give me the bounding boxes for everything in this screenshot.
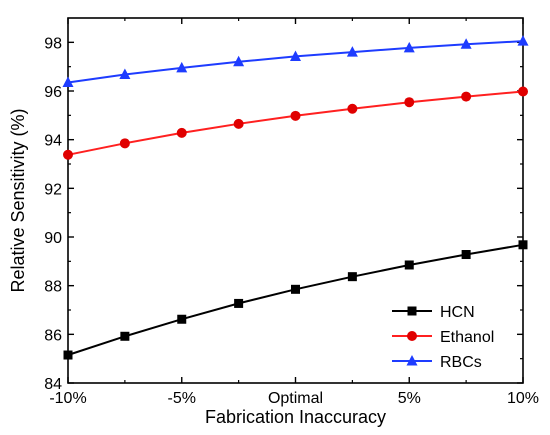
x-axis-title: Fabrication Inaccuracy [205, 407, 386, 427]
y-tick-label: 96 [44, 84, 62, 101]
hcn-point [461, 250, 471, 260]
hcn-point [518, 240, 528, 250]
hcn-point [291, 284, 300, 294]
legend-item-ethanol: Ethanol [392, 329, 494, 346]
hcn-point [120, 331, 130, 341]
ethanol-line [67, 90, 524, 156]
ethanol-point [404, 97, 415, 108]
hcn-point [177, 314, 187, 324]
y-tick-label: 90 [44, 230, 62, 247]
ethanol-point [290, 110, 301, 121]
y-tick-label: 84 [44, 376, 62, 393]
x-tick-label: -10% [49, 390, 86, 407]
legend-item-hcn: HCN [392, 304, 475, 321]
rbcs-point [346, 46, 358, 57]
y-axis-title: Relative Sensitivity (%) [8, 108, 28, 292]
ethanol-point [119, 138, 130, 149]
rbcs-point [290, 50, 301, 61]
x-tick-label: -5% [168, 390, 196, 407]
rbcs-point [233, 55, 245, 67]
rbcs-point [62, 76, 74, 87]
series-ethanol [63, 86, 528, 160]
hcn-point [63, 350, 73, 360]
legend-label: RBCs [440, 354, 482, 371]
ethanol-point [347, 103, 358, 114]
rbcs-point [517, 35, 529, 46]
hcn-point [347, 272, 357, 282]
rbcs-point [460, 38, 472, 49]
rbcs-point [176, 61, 188, 73]
x-tick-label: Optimal [268, 390, 323, 407]
ethanol-point [63, 149, 73, 160]
legend-swatch-marker [407, 331, 417, 341]
rbcs-point [403, 41, 415, 53]
legend-label: HCN [440, 304, 475, 321]
ethanol-point [233, 118, 244, 129]
y-tick-label: 98 [44, 35, 62, 52]
hcn-point [234, 298, 244, 308]
y-tick-label: 94 [44, 133, 62, 150]
series-layer [62, 35, 529, 360]
legend-swatch-marker [407, 306, 417, 316]
legend: HCN Ethanol RBCs [392, 304, 494, 371]
rbcs-line [67, 40, 524, 84]
series-hcn [63, 240, 528, 360]
rbcs-point [119, 68, 131, 79]
x-tick-label: 10% [507, 390, 539, 407]
ethanol-point [461, 91, 472, 102]
ethanol-point [518, 86, 528, 97]
legend-label: Ethanol [440, 329, 494, 346]
legend-item-rbcs: RBCs [392, 354, 482, 371]
x-tick-label: 5% [398, 390, 421, 407]
y-tick-label: 86 [44, 327, 62, 344]
series-rbcs [62, 35, 529, 87]
y-tick-label: 88 [44, 279, 62, 296]
legend-swatch-marker [406, 355, 418, 366]
hcn-point [404, 260, 414, 270]
ethanol-point [176, 127, 187, 138]
y-axis: 84 86 88 90 92 94 96 98 [44, 35, 523, 393]
y-tick-label: 92 [44, 181, 62, 198]
x-axis: -10% -5% Optimal 5% 10% [49, 18, 539, 407]
